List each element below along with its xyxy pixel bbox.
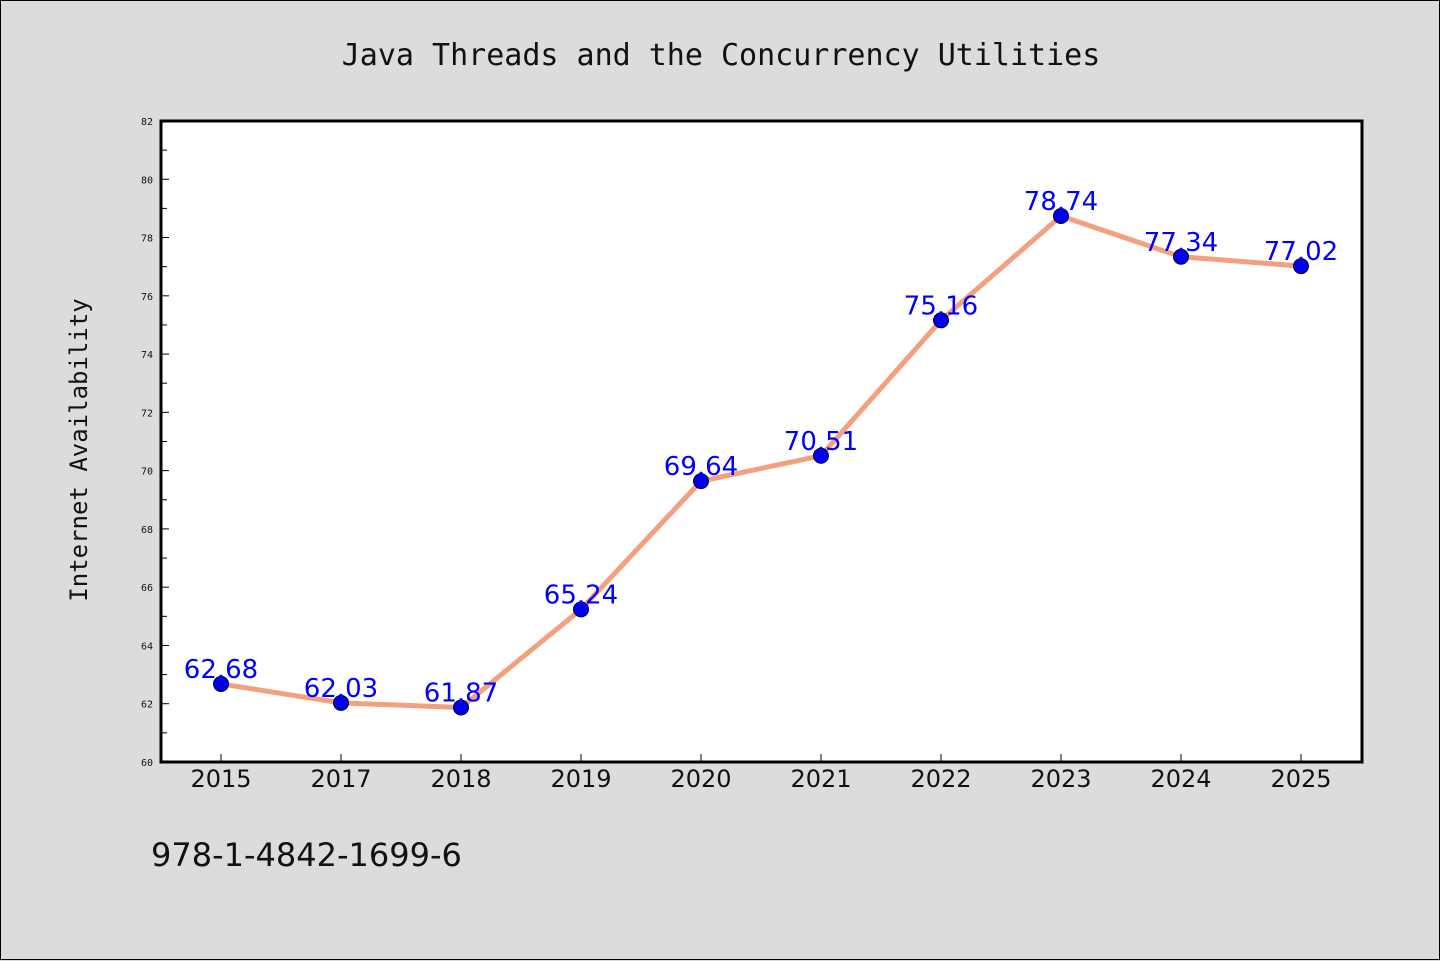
data-label: 70.51: [784, 427, 858, 457]
data-label: 77.34: [1144, 228, 1218, 258]
data-point: [1293, 258, 1309, 275]
series-line: [220, 213, 1302, 711]
data-point: [693, 473, 709, 490]
y-tick-label: 80: [141, 175, 153, 186]
isbn-text: 978-1-4842-1699-6: [151, 836, 462, 874]
data-label: 69.64: [664, 452, 738, 482]
y-tick-label: 60: [141, 758, 153, 769]
series-group: [213, 207, 1309, 716]
x-tick-label: 2022: [910, 765, 971, 793]
y-tick-label: 70: [141, 467, 153, 478]
data-label: 65.24: [544, 580, 618, 610]
data-point: [213, 675, 229, 692]
data-label: 62.03: [304, 674, 378, 704]
plot-area: [159, 119, 1364, 764]
data-label: 78.74: [1024, 187, 1098, 217]
y-tick-label: 66: [141, 583, 153, 594]
data-label: 77.02: [1264, 237, 1338, 267]
data-label: 61.87: [424, 679, 498, 709]
y-tick-label: 74: [141, 350, 153, 361]
x-tick-label: 2015: [190, 765, 251, 793]
x-tick-label: 2023: [1030, 765, 1091, 793]
data-point: [1173, 248, 1189, 265]
data-point: [333, 694, 349, 711]
y-axis-label: Internet Availability: [65, 298, 93, 601]
x-tick-label: 2017: [310, 765, 371, 793]
y-tick-label: 76: [141, 292, 153, 303]
x-axis: 2015 2017 2018 2019 2020 2021 2022 2023 2024 2025: [190, 754, 1332, 793]
data-point: [933, 312, 949, 329]
data-point: [453, 699, 469, 716]
chart-title: Java Threads and the Concurrency Utiliti…: [342, 38, 1101, 73]
x-tick-label: 2019: [550, 765, 611, 793]
y-tick-label: 72: [141, 408, 153, 419]
x-tick-label: 2018: [430, 765, 491, 793]
data-point: [1053, 207, 1069, 224]
y-tick-label: 82: [141, 117, 153, 128]
x-tick-label: 2020: [670, 765, 731, 793]
data-labels: 62.68 62.03 61.87 65.24 69.64 70.51 75.16 78.74…: [184, 187, 1338, 709]
data-label: 75.16: [904, 291, 978, 321]
y-tick-label: 62: [141, 700, 153, 711]
x-tick-label: 2024: [1150, 765, 1211, 793]
x-tick-label: 2021: [790, 765, 851, 793]
y-tick-label: 64: [141, 641, 153, 652]
data-point: [813, 447, 829, 464]
data-point: [573, 601, 589, 618]
data-label: 62.68: [184, 655, 258, 685]
y-tick-label: 78: [141, 234, 153, 245]
x-tick-label: 2025: [1270, 765, 1331, 793]
y-tick-label: 68: [141, 525, 153, 536]
y-axis: 60 62 64 66 68 70 72 74 76 78 80 82: [141, 117, 169, 769]
